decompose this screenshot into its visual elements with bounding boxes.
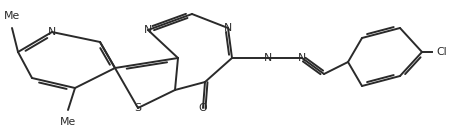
Text: N: N <box>224 23 232 33</box>
Text: O: O <box>199 103 207 113</box>
Text: Me: Me <box>60 117 76 127</box>
Text: N: N <box>298 53 306 63</box>
Text: N: N <box>48 27 56 37</box>
Text: Cl: Cl <box>437 47 447 57</box>
Text: N: N <box>264 53 272 63</box>
Text: Me: Me <box>4 11 20 21</box>
Text: S: S <box>134 103 141 113</box>
Text: N: N <box>144 25 152 35</box>
